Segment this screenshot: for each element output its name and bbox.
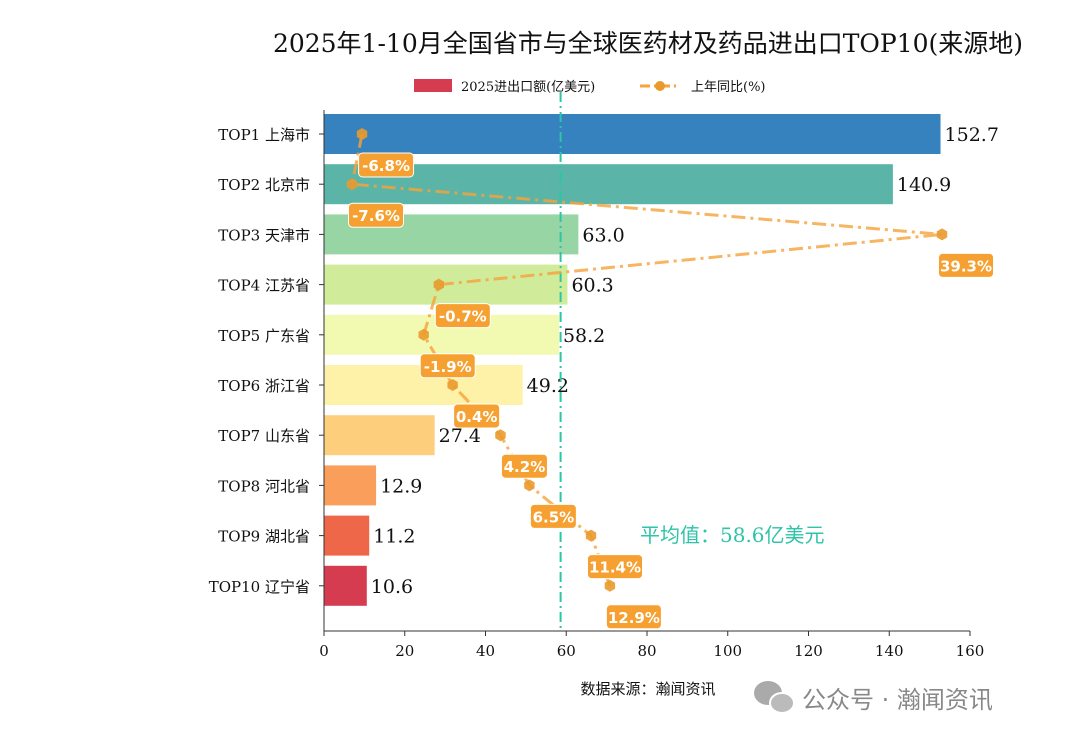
- yoy-label: -6.8%: [362, 157, 410, 175]
- yoy-marker: [524, 479, 535, 492]
- y-tick-label: TOP3 天津市: [218, 226, 310, 244]
- y-tick-label: TOP1 上海市: [218, 126, 310, 144]
- yoy-marker: [585, 529, 597, 542]
- y-tick-label: TOP5 广东省: [218, 327, 310, 345]
- yoy-label-box: [587, 554, 644, 580]
- bar: [324, 515, 370, 556]
- x-tick-label: 160: [956, 642, 985, 660]
- yoy-label: 4.2%: [504, 458, 546, 476]
- bar-value-label: 63.0: [582, 224, 624, 246]
- yoy-label-box: [938, 252, 995, 278]
- bar: [324, 164, 893, 205]
- yoy-label-box: [434, 303, 491, 329]
- yoy-marker: [936, 228, 948, 241]
- yoy-marker: [495, 429, 506, 442]
- bar-value-label: 58.2: [563, 325, 605, 347]
- yoy-label: 12.9%: [608, 609, 660, 627]
- yoy-label-box: [529, 503, 577, 529]
- average-label: 平均值：58.6亿美元: [640, 523, 825, 547]
- watermark-text: 公众号 · 瀚闻资讯: [802, 686, 993, 714]
- yoy-label-box: [358, 152, 415, 178]
- bar-value-label: 60.3: [571, 275, 613, 297]
- yoy-label: -7.6%: [352, 207, 400, 225]
- yoy-label-box: [348, 202, 404, 228]
- yoy-label: 6.5%: [533, 508, 575, 526]
- bar-value-label: 152.7: [945, 124, 999, 146]
- source-note: 数据来源：瀚闻资讯: [580, 680, 715, 698]
- legend-bar-swatch: [414, 79, 452, 92]
- x-tick-label: 120: [794, 642, 823, 660]
- yoy-marker: [447, 379, 458, 391]
- legend-bar-label: 2025进出口额(亿美元): [461, 80, 595, 95]
- yoy-marker: [433, 278, 444, 291]
- y-tick-label: TOP8 河北省: [218, 477, 310, 495]
- y-tick-label: TOP6 浙江省: [218, 377, 310, 395]
- legend-line-label: 上年同比(%): [691, 80, 766, 95]
- yoy-marker: [346, 178, 358, 191]
- bar: [324, 465, 377, 506]
- x-tick-label: 60: [557, 642, 576, 660]
- yoy-marker: [356, 128, 368, 140]
- legend: 2025进出口额(亿美元) 上年同比(%): [414, 79, 766, 95]
- yoy-label-box: [419, 353, 476, 379]
- x-tick-label: 100: [713, 642, 742, 660]
- y-tick-label: TOP7 山东省: [218, 427, 310, 445]
- yoy-label: 11.4%: [589, 559, 641, 577]
- x-tick-label: 40: [476, 642, 495, 660]
- bar: [324, 565, 367, 606]
- bar-value-label: 49.2: [527, 375, 569, 397]
- yoy-label-box: [500, 453, 548, 479]
- wechat-icon: [754, 681, 795, 714]
- x-tick-label: 0: [319, 642, 329, 660]
- x-tick-label: 80: [637, 642, 656, 660]
- yoy-marker: [418, 328, 429, 341]
- y-tick-label: TOP9 湖北省: [218, 528, 310, 546]
- yoy-label: 39.3%: [940, 257, 992, 275]
- y-tick-label: TOP2 北京市: [218, 176, 310, 194]
- bar-value-label: 10.6: [371, 576, 413, 598]
- yoy-marker: [604, 579, 616, 592]
- yoy-label: -0.7%: [439, 308, 487, 326]
- yoy-label-box: [605, 604, 662, 630]
- x-tick-label: 20: [395, 642, 414, 660]
- bar: [324, 114, 941, 154]
- bar-value-label: 140.9: [897, 174, 951, 196]
- bar-value-label: 27.4: [439, 425, 481, 447]
- yoy-label-box: [453, 403, 501, 429]
- chart-title: 2025年1-10月全国省市与全球医药材及药品进出口TOP10(来源地): [273, 29, 1023, 58]
- y-tick-label: TOP10 辽宁省: [209, 578, 310, 596]
- bar: [324, 415, 435, 456]
- y-tick-label: TOP4 江苏省: [218, 277, 310, 295]
- watermark: 公众号 · 瀚闻资讯: [754, 681, 993, 714]
- yoy-label: -1.9%: [424, 358, 472, 376]
- bar-value-label: 12.9: [380, 475, 422, 497]
- legend-line-marker: [655, 81, 665, 91]
- x-tick-label: 140: [875, 642, 904, 660]
- yoy-label: 0.4%: [456, 408, 498, 426]
- bar-value-label: 11.2: [373, 526, 415, 548]
